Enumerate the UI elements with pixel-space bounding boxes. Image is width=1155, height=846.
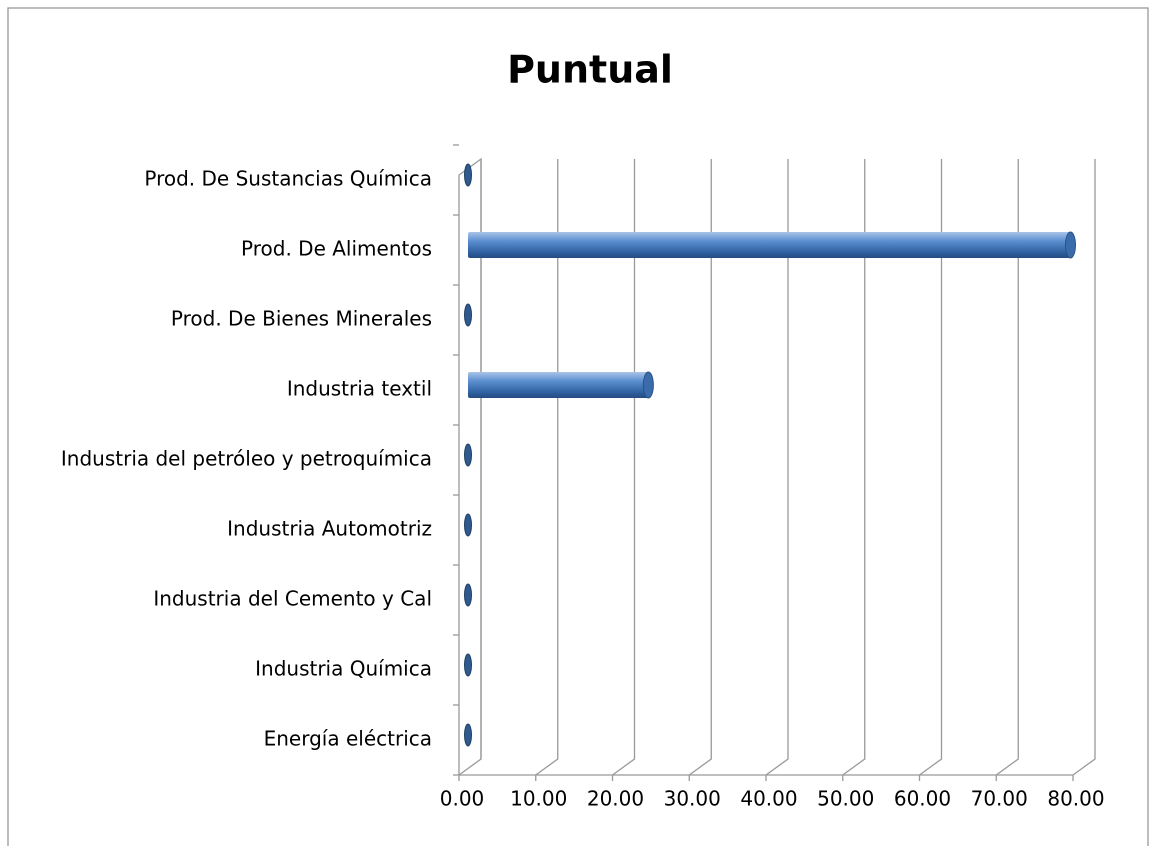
x-tick-label: 20.00	[587, 787, 644, 811]
x-tick-label: 70.00	[971, 787, 1028, 811]
bar-body	[468, 372, 649, 398]
y-tick-label: Industria Química	[255, 657, 432, 681]
y-tick-label: Prod. De Sustancias Química	[144, 167, 432, 191]
bar-cap	[642, 371, 654, 399]
y-tick-label: Industria textil	[287, 377, 432, 401]
bar-cap	[464, 653, 472, 677]
bar	[468, 231, 1076, 259]
y-tick-label: Prod. De Alimentos	[241, 237, 432, 261]
chart-title: Puntual	[507, 48, 673, 92]
bar-cap	[464, 583, 472, 607]
grid-line	[612, 159, 636, 776]
bar-cap	[464, 303, 472, 327]
bar	[464, 653, 472, 677]
bar	[464, 583, 472, 607]
x-tick-label: 30.00	[664, 787, 721, 811]
y-tick-label: Prod. De Bienes Minerales	[171, 307, 432, 331]
bar	[464, 303, 472, 327]
grid-line	[535, 159, 559, 776]
x-tick-label: 10.00	[510, 787, 567, 811]
x-tick-label: 50.00	[817, 787, 874, 811]
bar-cap	[1064, 231, 1076, 259]
x-tick-label: 40.00	[740, 787, 797, 811]
bar-body	[468, 232, 1071, 258]
x-tick-label: 0.00	[440, 787, 485, 811]
y-tick-label: Industria Automotriz	[227, 517, 432, 541]
chart-frame	[7, 7, 1149, 846]
grid-line	[765, 159, 789, 776]
grid-line	[1072, 159, 1096, 776]
bar	[464, 163, 472, 187]
bar-cap	[464, 513, 472, 537]
x-tick-label: 60.00	[894, 787, 951, 811]
y-tick-label: Energía eléctrica	[264, 727, 432, 751]
grid-line	[919, 159, 943, 776]
y-tick-label: Industria del Cemento y Cal	[153, 587, 432, 611]
y-tick-label: Industria del petróleo y petroquímica	[61, 447, 432, 471]
bar	[464, 443, 472, 467]
grid-line	[995, 159, 1019, 776]
bar	[464, 723, 472, 747]
bar-cap	[464, 443, 472, 467]
bar	[464, 513, 472, 537]
bar	[468, 371, 654, 399]
bar-cap	[464, 163, 472, 187]
grid-line	[688, 159, 712, 776]
bar-cap	[464, 723, 472, 747]
grid-line	[842, 159, 866, 776]
x-tick-label: 80.00	[1047, 787, 1104, 811]
grid-line	[458, 159, 482, 776]
